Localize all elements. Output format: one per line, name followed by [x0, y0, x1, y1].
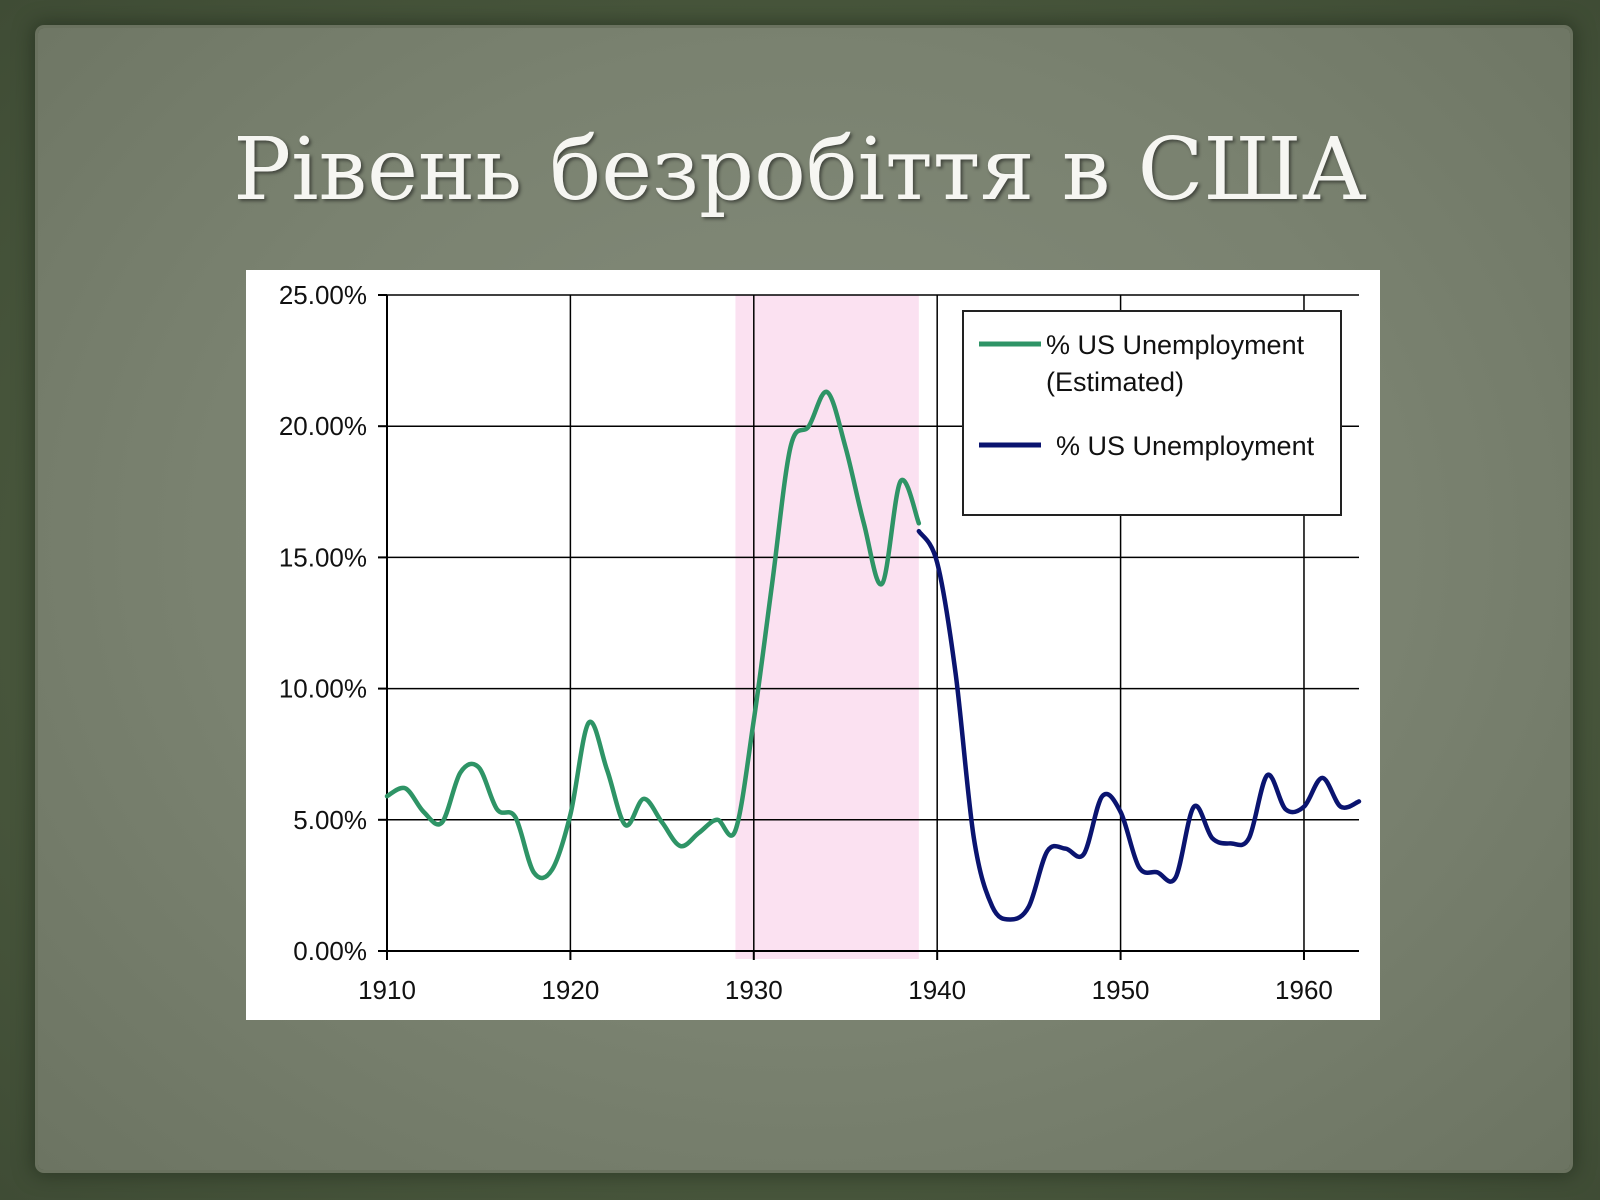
chart-series-lines: [384, 389, 1362, 922]
x-tick-label-3: 1940: [908, 975, 966, 1005]
y-tick-label-3: 15.00%: [279, 542, 367, 572]
y-tick-label-2: 10.00%: [279, 674, 367, 704]
x-tick-label-1: 1920: [541, 975, 599, 1005]
legend-label-estimated-line2: (Estimated): [1046, 367, 1184, 397]
series-line-actual: [916, 528, 1362, 922]
series-line-estimated: [384, 389, 922, 881]
x-tick-label-0: 1910: [358, 975, 416, 1005]
y-tick-label-4: 20.00%: [279, 411, 367, 441]
legend-label-actual: % US Unemployment: [1056, 431, 1315, 461]
x-tick-label-4: 1950: [1092, 975, 1150, 1005]
legend-label-estimated-line1: % US Unemployment: [1046, 330, 1305, 360]
y-tick-label-1: 5.00%: [293, 805, 367, 835]
chart-tick-labels: 0.00% 5.00% 10.00% 15.00% 20.00% 25.00% 1910 19…: [279, 280, 1333, 1005]
slide-title: Рівень безробіття в США: [233, 120, 1367, 220]
x-tick-label-2: 1930: [725, 975, 783, 1005]
x-tick-label-5: 1960: [1275, 975, 1333, 1005]
unemployment-chart: 0.00% 5.00% 10.00% 15.00% 20.00% 25.00% 1910 19…: [246, 270, 1380, 1020]
chart-axes: [378, 294, 1359, 960]
chart-svg: 0.00% 5.00% 10.00% 15.00% 20.00% 25.00% 1910 19…: [279, 280, 1362, 1005]
y-tick-label-0: 0.00%: [293, 936, 367, 966]
chart-legend: % US Unemployment (Estimated) % US Unemp…: [962, 310, 1342, 516]
y-tick-label-5: 25.00%: [279, 280, 367, 310]
